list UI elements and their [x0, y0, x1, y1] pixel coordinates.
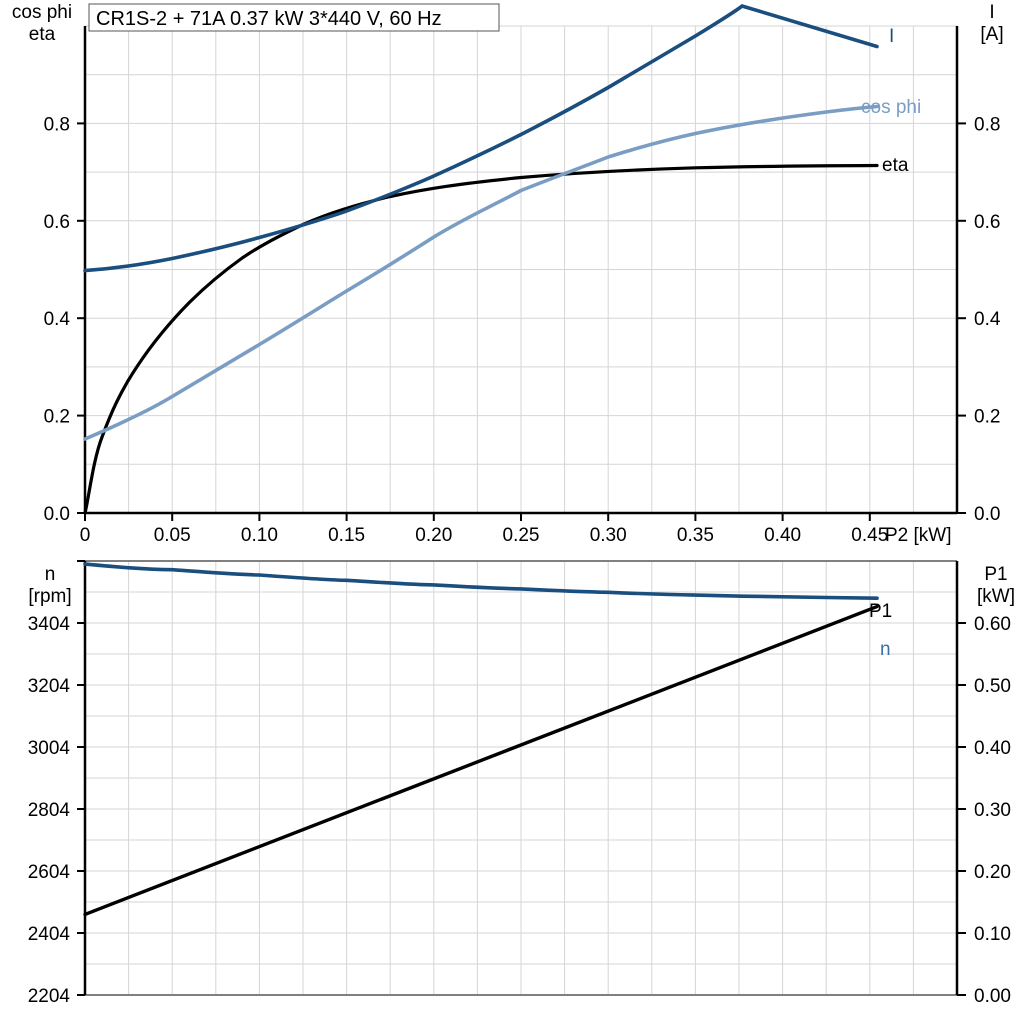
bottom-right-tick-6: 0.60: [974, 614, 1011, 635]
bottom-chart: 2204 2404 2604 2804 3004 3204 3404 0.00 …: [28, 560, 1015, 1007]
top-right-tick-0: 0.0: [974, 504, 1000, 525]
bottom-chart-gridlines: [85, 561, 957, 995]
bottom-left-tick-2: 2604: [28, 862, 71, 883]
bottom-chart-left-axis-title-1: n: [45, 564, 56, 585]
bottom-chart-left-ticks: [77, 560, 85, 996]
top-chart-left-axis-title-1: cos phi: [12, 2, 72, 23]
curve-label-speed: n: [880, 639, 891, 660]
bottom-right-tick-3: 0.30: [974, 800, 1011, 821]
bottom-left-tick-5: 3204: [28, 676, 71, 697]
top-x-tick-5: 0.25: [503, 525, 540, 546]
top-x-tick-4: 0.20: [415, 525, 452, 546]
bottom-left-tick-6: 3404: [28, 614, 71, 635]
curve-label-eta: eta: [882, 155, 909, 176]
top-x-tick-8: 0.40: [764, 525, 801, 546]
top-chart-left-axis-title-2: eta: [29, 24, 56, 45]
top-x-tick-1: 0.05: [154, 525, 191, 546]
top-chart-right-axis-title-2: [A]: [980, 24, 1003, 45]
top-right-tick-4: 0.8: [974, 114, 1000, 135]
bottom-left-tick-3: 2804: [28, 800, 71, 821]
chart-title: CR1S-2 + 71A 0.37 kW 3*440 V, 60 Hz: [96, 8, 442, 30]
top-chart-right-axis-title-1: I: [989, 2, 994, 23]
bottom-chart-right-axis-title-1: P1: [984, 564, 1007, 585]
curve-label-p1: P1: [869, 601, 892, 622]
curve-cosphi: [83, 104, 879, 441]
top-x-tick-3: 0.15: [328, 525, 365, 546]
title-box: [88, 3, 500, 32]
top-right-tick-3: 0.6: [974, 212, 1000, 233]
bottom-right-tick-0: 0.00: [974, 986, 1011, 1007]
top-right-tick-1: 0.2: [974, 407, 1000, 428]
bottom-right-tick-1: 0.10: [974, 924, 1011, 945]
bottom-chart-right-ticks: [957, 622, 966, 996]
top-chart-gridlines: [85, 25, 957, 513]
bottom-right-tick-5: 0.50: [974, 676, 1011, 697]
top-left-tick-3: 0.6: [44, 212, 70, 233]
curve-label-current: I: [889, 26, 894, 47]
top-chart-left-ticks: [77, 122, 85, 514]
top-x-tick-9: 0.45: [851, 525, 888, 546]
bottom-right-tick-2: 0.20: [974, 862, 1011, 883]
top-chart-right-ticks: [957, 122, 966, 514]
curve-speed: [83, 562, 879, 600]
top-x-tick-6: 0.30: [590, 525, 627, 546]
bottom-right-tick-4: 0.40: [974, 738, 1011, 759]
top-left-tick-4: 0.8: [44, 114, 70, 135]
top-chart-x-axis-title: P2 [kW]: [885, 525, 952, 546]
top-right-tick-2: 0.4: [974, 309, 1001, 330]
top-left-tick-1: 0.2: [44, 407, 70, 428]
top-left-tick-2: 0.4: [44, 309, 71, 330]
top-chart: 0.0 0.2 0.4 0.6 0.8 0.0 0.2 0.4 0.6 0.8 …: [12, 2, 1004, 546]
top-x-tick-2: 0.10: [241, 525, 278, 546]
curve-p1: [83, 604, 879, 917]
curve-current: [83, 4, 879, 273]
bottom-left-tick-0: 2204: [28, 986, 71, 1007]
top-x-tick-7: 0.35: [677, 525, 714, 546]
top-x-tick-0: 0: [80, 525, 91, 546]
curve-label-cosphi: cos phi: [861, 97, 921, 118]
bottom-left-tick-1: 2404: [28, 924, 71, 945]
bottom-chart-right-axis-title-2: [kW]: [977, 586, 1015, 607]
bottom-left-tick-4: 3004: [28, 738, 71, 759]
bottom-chart-left-axis-title-2: [rpm]: [28, 586, 71, 607]
top-left-tick-0: 0.0: [44, 504, 70, 525]
